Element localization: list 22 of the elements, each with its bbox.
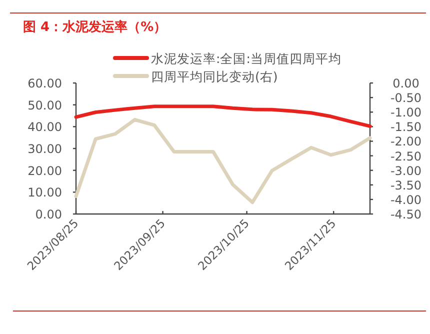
- y-tick-label: 40.00: [28, 120, 62, 134]
- y-tick-label: 30.00: [28, 142, 62, 156]
- legend-label: 四周平均同比变动(右): [151, 69, 278, 84]
- y2-tick-label: -4.00: [390, 192, 422, 207]
- y2-tick-label: -2.50: [390, 149, 422, 164]
- line-series: [74, 118, 372, 204]
- y2-tick-label: -3.50: [390, 178, 422, 192]
- y-tick-label: 0.00: [35, 208, 62, 222]
- line-series: [74, 104, 372, 128]
- chart-title: 图 4：水泥发运率（%）: [23, 19, 167, 35]
- y2-tick-label: -1.00: [390, 106, 422, 120]
- y-tick-label: 20.00: [28, 164, 62, 178]
- y2-tick-label: -2.00: [390, 134, 422, 149]
- y2-tick-label: -1.50: [390, 120, 422, 134]
- y-tick-label: 60.00: [28, 76, 62, 90]
- y2-tick-label: 0.00: [392, 76, 420, 90]
- y-tick-label: 50.00: [28, 98, 62, 112]
- y2-tick-label: -3.00: [390, 164, 422, 178]
- y-tick-label: 10.00: [28, 186, 62, 200]
- y2-tick-label: -0.50: [390, 91, 422, 106]
- y2-tick-label: -4.50: [390, 208, 422, 222]
- legend-label: 水泥发运率:全国:当周值四周平均: [151, 51, 342, 66]
